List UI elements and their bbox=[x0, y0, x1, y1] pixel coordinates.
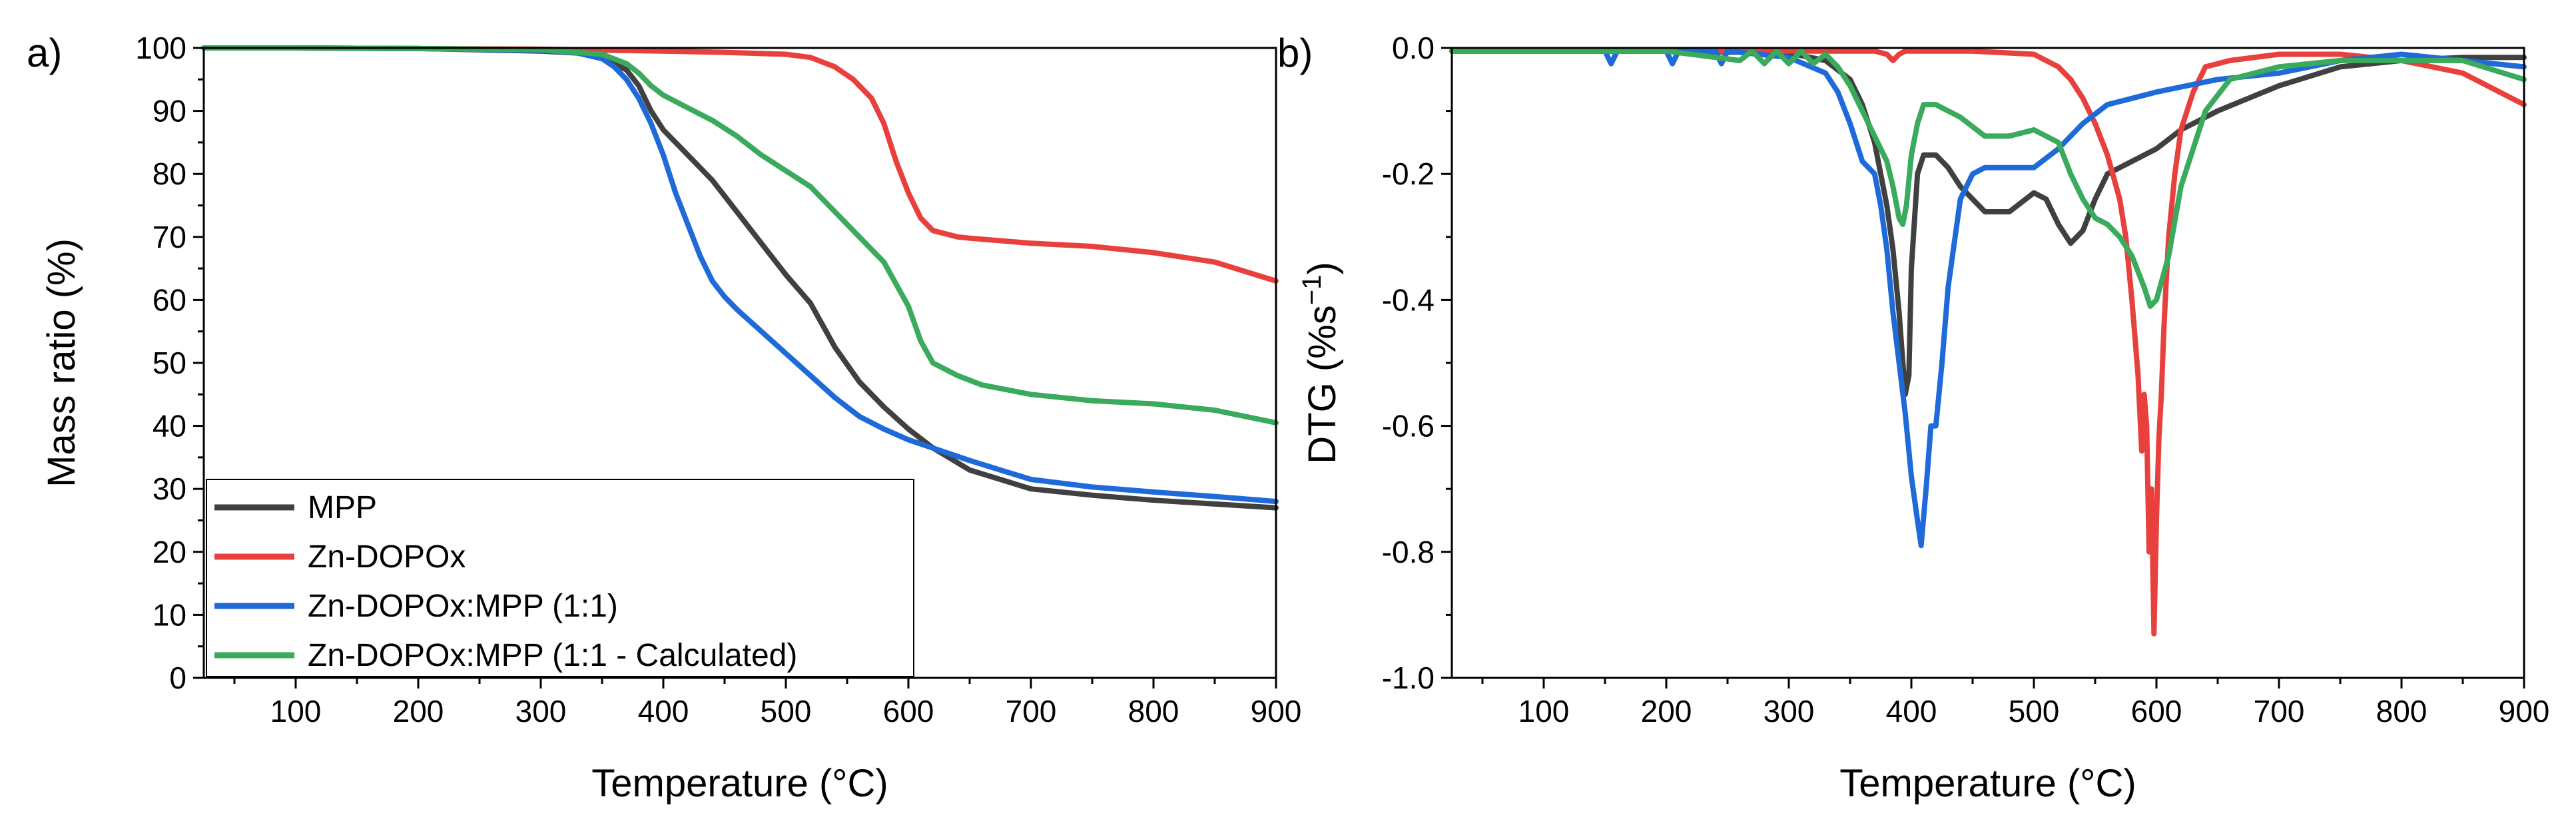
panel-b-x-tick-label: 700 bbox=[2254, 694, 2305, 728]
panel-b-series-line-2 bbox=[1449, 48, 2527, 549]
panel-b-x-axis-title: Temperature (°C) bbox=[1839, 762, 2136, 805]
panel-b-x-tick-label: 600 bbox=[2131, 694, 2182, 728]
legend-frame bbox=[206, 479, 914, 677]
panel-a-x-tick-label: 100 bbox=[270, 694, 322, 728]
panel-b-y-tick-label: -1.0 bbox=[1382, 661, 1435, 695]
panel-b-plot-frame bbox=[1450, 47, 2525, 679]
panel-a-x-tick-label: 400 bbox=[638, 694, 689, 728]
panel-b-y-tick-label: -0.4 bbox=[1382, 282, 1435, 317]
panel-a-y-tick-label: 90 bbox=[153, 94, 186, 129]
panel-a-series-line-2 bbox=[201, 45, 1279, 505]
panel-b-x-tick-label: 100 bbox=[1518, 694, 1570, 728]
panel-b-y-axis-title-end: ) bbox=[1301, 262, 1344, 274]
panel-b-series-line-1 bbox=[1449, 48, 2527, 637]
panel-b-ticks: 100 200 300 400 500 600 700 800 900 -1.0 -0.8 -0.6 -… bbox=[1382, 31, 2550, 728]
panel-b-series-line-0 bbox=[1449, 48, 2527, 398]
panel-a-x-tick-label: 200 bbox=[393, 694, 444, 728]
panel-a-x-tick-label: 300 bbox=[515, 694, 567, 728]
panel-a-x-tick-label: 700 bbox=[1006, 694, 1057, 728]
panel-b-x-tick-label: 900 bbox=[2499, 694, 2550, 728]
panel-a-x-tick-label: 800 bbox=[1128, 694, 1179, 728]
panel-a-x-tick-label: 900 bbox=[1251, 694, 1302, 728]
panel-b-x-tick-label: 300 bbox=[1764, 694, 1815, 728]
panel-a-series-group bbox=[201, 45, 1279, 511]
panel-b-series-line-3 bbox=[1449, 48, 2527, 309]
panel-b-x-tick-label: 200 bbox=[1641, 694, 1692, 728]
panel-a-label: a) bbox=[27, 31, 62, 75]
panel-a-y-axis-title: Mass ratio (%) bbox=[40, 238, 83, 487]
panel-b-y-tick-label: -0.8 bbox=[1382, 535, 1435, 569]
panel-a-y-tick-label: 0 bbox=[169, 661, 186, 695]
legend-label-zn-dopox-mpp: Zn-DOPOx:MPP (1:1) bbox=[308, 589, 618, 624]
panel-b-series-group bbox=[1449, 48, 2527, 637]
panel-b-y-axis-title: DTG (%s−1) bbox=[1297, 262, 1344, 463]
panel-a-y-tick-label: 60 bbox=[153, 282, 186, 317]
panel-a-x-axis-title: Temperature (°C) bbox=[591, 762, 888, 805]
legend-label-zn-dopox: Zn-DOPOx bbox=[308, 539, 466, 575]
panel-a-mass-ratio-chart: a) 100 200 300 400 500 600 700 800 900 0 10 20 30 40 5… bbox=[27, 31, 1301, 805]
panel-b-y-tick-label: -0.2 bbox=[1382, 156, 1435, 191]
panel-b-x-tick-label: 500 bbox=[2009, 694, 2060, 728]
panel-a-y-tick-label: 20 bbox=[153, 535, 186, 569]
panel-b-y-tick-label: -0.6 bbox=[1382, 409, 1435, 443]
panel-a-y-tick-label: 50 bbox=[153, 346, 186, 380]
panel-a-series-line-3 bbox=[201, 45, 1279, 425]
panel-a-y-tick-label: 30 bbox=[153, 471, 186, 506]
panel-a-ticks: 100 200 300 400 500 600 700 800 900 0 10 20 30 40 50 60… bbox=[135, 31, 1301, 728]
panel-b-label: b) bbox=[1277, 31, 1313, 75]
panel-a-x-tick-label: 500 bbox=[761, 694, 812, 728]
panel-b-y-axis-title-main: DTG (%s bbox=[1301, 305, 1344, 463]
panel-a-y-tick-label: 10 bbox=[153, 597, 186, 632]
legend-label-zn-dopox-mpp-calculated: Zn-DOPOx:MPP (1:1 - Calculated) bbox=[308, 638, 797, 673]
panel-b-dtg-chart: b) 100 200 300 400 500 600 700 800 900 -1.0 -0.8 -0… bbox=[1277, 31, 2549, 805]
panel-a-x-tick-label: 600 bbox=[883, 694, 934, 728]
panel-a-y-tick-label: 40 bbox=[153, 409, 186, 443]
legend-label-mpp: MPP bbox=[308, 490, 377, 525]
panel-b-x-tick-label: 800 bbox=[2376, 694, 2427, 728]
panel-a-y-tick-label: 70 bbox=[153, 220, 186, 254]
panel-b-x-tick-label: 400 bbox=[1886, 694, 1937, 728]
panel-b-y-axis-title-superscript: −1 bbox=[1297, 275, 1327, 306]
panel-a-series-line-0 bbox=[201, 45, 1279, 511]
panel-a-y-tick-label: 100 bbox=[135, 31, 186, 65]
panel-a-y-tick-label: 80 bbox=[153, 156, 186, 191]
panel-a-legend: MPP Zn-DOPOx Zn-DOPOx:MPP (1:1) Zn-DOPOx… bbox=[206, 479, 914, 677]
panel-a-series-line-1 bbox=[201, 45, 1279, 284]
panel-b-y-tick-label: 0.0 bbox=[1392, 31, 1435, 65]
